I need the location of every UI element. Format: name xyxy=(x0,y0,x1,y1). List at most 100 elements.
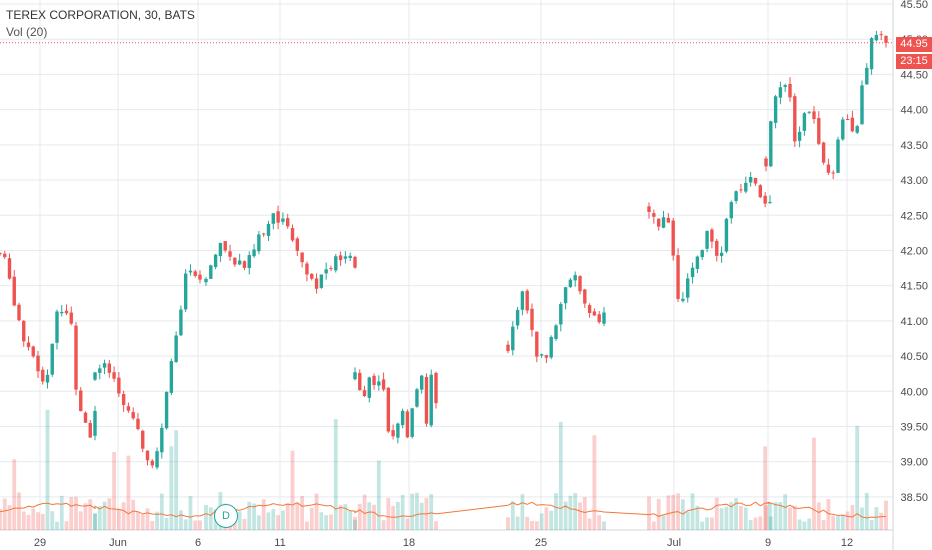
candle-body xyxy=(539,354,544,356)
volume-bar xyxy=(812,437,816,530)
candle-body xyxy=(314,278,319,289)
candle-body xyxy=(286,218,290,227)
volume-bar xyxy=(338,505,343,530)
candle-body xyxy=(530,308,534,331)
candle-body xyxy=(845,118,850,120)
candle-body xyxy=(666,217,671,223)
candle-body xyxy=(826,164,831,173)
candle-body xyxy=(597,314,601,323)
candle-body xyxy=(386,387,391,432)
volume-bar xyxy=(386,498,391,530)
candle-body xyxy=(676,255,680,299)
volume-bar xyxy=(768,502,772,530)
volume-bar xyxy=(816,502,821,530)
candle-body xyxy=(300,252,304,263)
y-tick-label: 43.50 xyxy=(900,140,928,152)
dividend-marker[interactable]: D xyxy=(214,504,238,528)
volume-bar xyxy=(568,495,573,530)
candle-body xyxy=(31,346,35,357)
volume-bar xyxy=(174,430,179,530)
candle-body xyxy=(348,255,352,259)
candle-body xyxy=(715,240,719,256)
candle-body xyxy=(568,279,573,288)
volume-bar xyxy=(285,503,290,530)
candle-body xyxy=(793,96,797,142)
candle-body xyxy=(724,218,729,252)
volume-bar xyxy=(64,521,69,530)
volume-bar xyxy=(419,502,424,530)
volume-bar xyxy=(362,494,367,530)
volume-bar xyxy=(50,511,55,530)
volume-bar xyxy=(743,507,748,530)
candle-body xyxy=(661,217,666,228)
candle-body xyxy=(705,230,709,249)
volume-bar xyxy=(376,460,381,530)
volume-bar xyxy=(40,514,45,530)
volume-bar xyxy=(826,498,831,530)
volume-bar xyxy=(59,495,64,530)
candle-body xyxy=(855,126,859,133)
candle-body xyxy=(686,278,690,298)
candle-body xyxy=(329,268,333,270)
candle-body xyxy=(768,202,772,204)
y-tick-label: 39.00 xyxy=(900,457,928,469)
volume-bar xyxy=(372,504,376,530)
candle-body xyxy=(652,213,656,217)
candle-body xyxy=(17,304,21,321)
candle-body xyxy=(758,185,763,198)
candle-body xyxy=(748,177,753,183)
volume-bar xyxy=(647,496,651,530)
volume-bar xyxy=(651,521,656,530)
volume-bar xyxy=(582,497,587,530)
candle-body xyxy=(131,412,135,419)
volume-bar xyxy=(324,515,329,530)
volume-bar xyxy=(242,518,247,530)
volume-bar xyxy=(74,496,78,530)
candle-body xyxy=(12,276,16,306)
volume-bar xyxy=(319,512,324,530)
candle-body xyxy=(193,271,197,276)
candle-body xyxy=(209,265,213,279)
candle-body xyxy=(358,372,362,391)
volume-bar xyxy=(188,496,193,530)
candle-body xyxy=(295,238,300,251)
candle-body xyxy=(744,182,748,192)
candle-body xyxy=(169,361,174,393)
candle-body xyxy=(860,85,864,125)
candle-body xyxy=(136,418,140,430)
candle-body xyxy=(879,34,883,36)
volume-bar xyxy=(116,508,121,530)
candle-body xyxy=(788,83,792,98)
volume-bar xyxy=(539,513,544,530)
x-tick-label: 9 xyxy=(765,537,771,549)
candle-body xyxy=(778,87,783,98)
y-tick-label: 42.00 xyxy=(900,245,928,257)
candle-body xyxy=(0,253,2,255)
volume-bar xyxy=(661,515,666,530)
symbol-title[interactable]: TEREX CORPORATION, 30, BATS xyxy=(6,8,195,22)
candle-body xyxy=(237,260,242,265)
volume-bar xyxy=(879,512,884,530)
volume-bar xyxy=(758,516,763,530)
volume-bar xyxy=(204,504,208,530)
candle-body xyxy=(55,311,59,343)
volume-bar xyxy=(705,517,709,530)
volume-indicator-label[interactable]: Vol (20) xyxy=(6,25,48,39)
candle-body xyxy=(305,263,309,275)
volume-bar xyxy=(145,508,150,530)
candle-body xyxy=(424,376,429,424)
volume-bar xyxy=(869,520,874,530)
candle-body xyxy=(362,390,367,397)
volume-bar xyxy=(295,502,300,530)
volume-bar xyxy=(714,497,719,530)
candle-body xyxy=(22,320,26,342)
volume-bar xyxy=(7,505,12,530)
candle-body xyxy=(252,249,256,257)
candle-body xyxy=(160,427,164,453)
candle-body xyxy=(783,85,787,87)
volume-bar xyxy=(198,520,202,530)
candle-body xyxy=(150,460,154,466)
candle-body xyxy=(549,336,553,358)
